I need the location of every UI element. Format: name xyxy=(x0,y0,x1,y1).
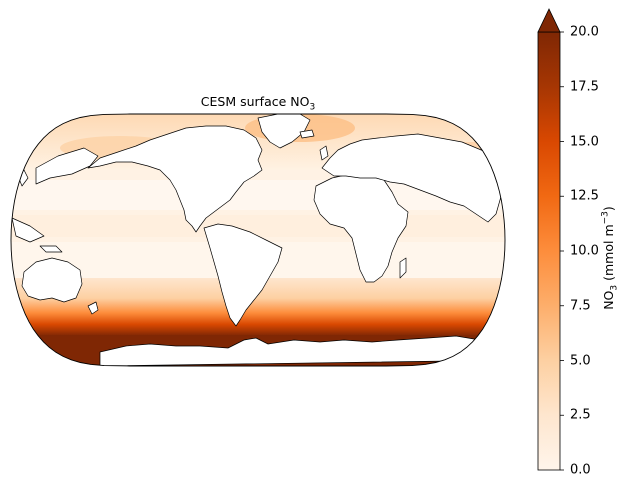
colorbar xyxy=(537,8,564,471)
colorbar-tick-label: 20.0 xyxy=(570,24,599,40)
colorbar-tick-label: 12.5 xyxy=(570,188,599,204)
land-south-america xyxy=(203,223,283,327)
colorbar-label: NO3 (mmol m−3) xyxy=(600,206,620,310)
colorbar-tick-label: 15.0 xyxy=(570,134,599,149)
map-boundary xyxy=(10,113,506,367)
colorbar-tick-label: 5.0 xyxy=(570,353,591,368)
colorbar-tick-label: 0.0 xyxy=(570,462,591,478)
map-title: CESM surface NO3 xyxy=(200,94,316,113)
land-madagascar xyxy=(399,257,407,279)
colorbar-tick-label: 2.5 xyxy=(570,407,591,423)
land-europe xyxy=(321,133,505,223)
land-alaska xyxy=(35,147,99,185)
land-british-isles xyxy=(299,129,329,161)
land-masses xyxy=(11,114,505,366)
land-greenland xyxy=(257,114,311,149)
land-new-zealand xyxy=(87,301,99,315)
colorbar-tick-label: 7.5 xyxy=(570,298,591,314)
colorbar-tick-label: 10.0 xyxy=(570,243,599,259)
colorbar-gradient xyxy=(537,31,561,471)
colorbar-tick-label: 17.5 xyxy=(570,79,599,95)
colorbar-extend-arrow xyxy=(537,8,561,33)
land-maritime-asia xyxy=(11,217,63,253)
land-north-america xyxy=(87,125,263,233)
land-australia xyxy=(21,257,83,303)
